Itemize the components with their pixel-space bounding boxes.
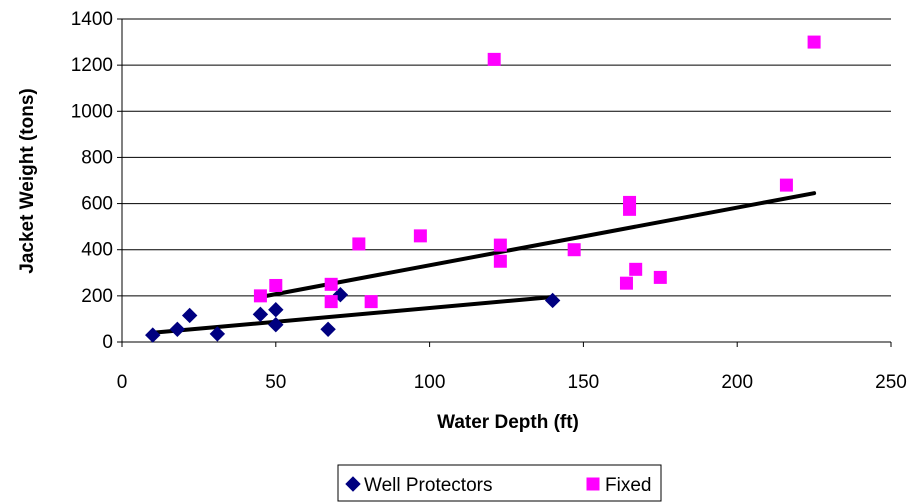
- diamond-marker: [268, 316, 284, 333]
- legend-box: [337, 464, 662, 502]
- diamond-marker: [209, 326, 226, 342]
- legend-marker: [345, 476, 361, 492]
- diamond-marker: [544, 292, 561, 309]
- y-tick-label: 1000: [71, 101, 113, 122]
- x-tick-label: 150: [568, 372, 600, 393]
- y-tick-label: 800: [81, 147, 113, 168]
- trendline: [258, 191, 817, 300]
- square-marker: [324, 295, 338, 309]
- square-marker: [352, 237, 366, 251]
- square-marker: [779, 178, 793, 192]
- square-marker: [493, 254, 507, 268]
- gridlines: [122, 18, 891, 297]
- y-tick-label: 1200: [71, 55, 113, 76]
- diamond-marker: [145, 327, 161, 343]
- square-marker: [324, 277, 338, 291]
- square-marker: [629, 262, 643, 276]
- x-tick-label: 250: [875, 372, 907, 393]
- y-tick-label: 400: [81, 240, 113, 261]
- data-points: [145, 35, 821, 343]
- axes: [121, 19, 891, 343]
- trendline: [150, 295, 555, 335]
- diamond-marker: [268, 301, 284, 318]
- square-marker: [807, 35, 821, 49]
- diamond-marker: [320, 321, 336, 338]
- square-marker: [619, 276, 633, 290]
- y-tick-label: 600: [81, 194, 113, 215]
- diamond-marker: [181, 307, 198, 324]
- square-marker: [487, 52, 501, 66]
- y-axis-title: Jacket Weight (tons): [17, 88, 38, 273]
- legend-label: Fixed: [605, 475, 651, 496]
- x-tick-label: 50: [265, 372, 286, 393]
- x-tick-label: 200: [721, 372, 753, 393]
- y-tick-label: 0: [102, 332, 113, 353]
- square-marker: [253, 289, 267, 303]
- y-tick-label: 200: [81, 286, 113, 307]
- legend: Well Protectors Fixed: [337, 464, 662, 502]
- y-tick-label: 1400: [71, 9, 113, 30]
- legend-marker: [586, 477, 600, 491]
- square-marker: [493, 238, 507, 252]
- tick-labels: 0 200 400 600 800 1000 1200 1400 0 50 100 150 200 250: [71, 9, 907, 393]
- x-axis-title: Water Depth (ft): [437, 412, 579, 433]
- x-tick-label: 0: [117, 372, 128, 393]
- square-marker: [413, 229, 427, 243]
- square-marker: [653, 270, 667, 284]
- square-marker: [623, 195, 637, 209]
- square-marker: [567, 243, 581, 257]
- legend-label: Well Protectors: [364, 475, 492, 496]
- diamond-marker: [169, 321, 186, 338]
- x-tick-label: 100: [414, 372, 446, 393]
- trendlines: [150, 191, 817, 335]
- square-marker: [364, 295, 378, 309]
- square-marker: [269, 278, 283, 292]
- diamond-marker: [252, 306, 269, 323]
